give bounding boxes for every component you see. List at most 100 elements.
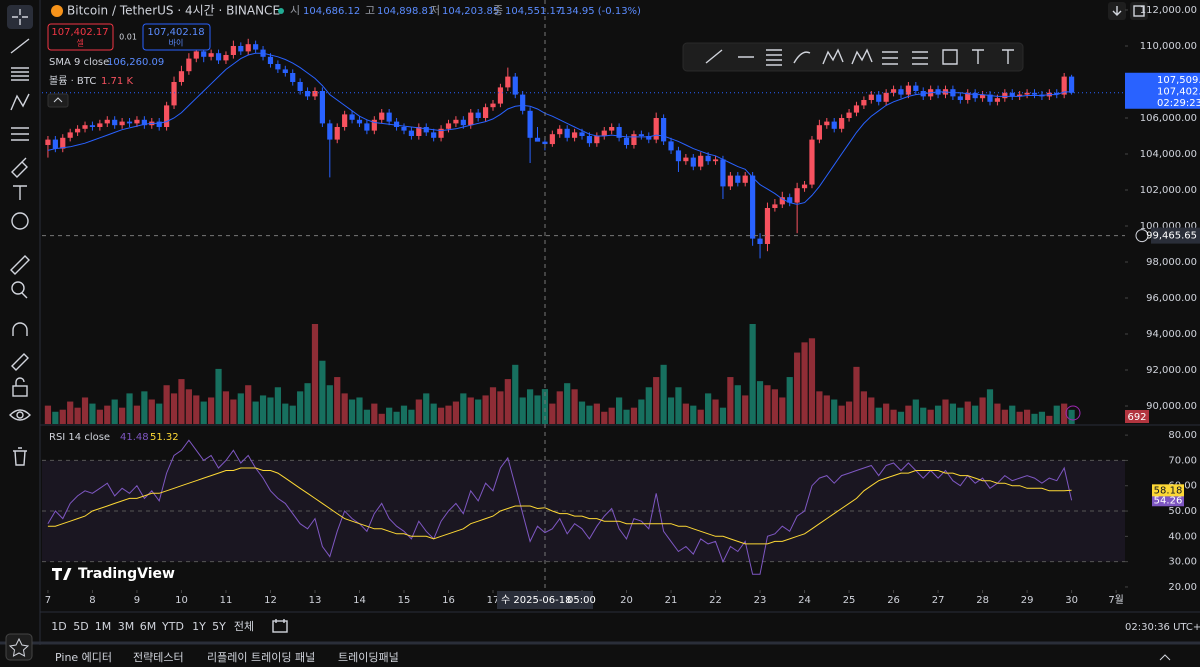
delete-tool[interactable]: [13, 447, 27, 466]
bottom-tab[interactable]: 트레이딩패널: [338, 651, 399, 664]
timeframe-button[interactable]: 6M: [140, 620, 157, 633]
sell-button[interactable]: [47, 23, 114, 51]
lock-tool[interactable]: [12, 377, 28, 397]
crosshair-clock-label: 05:00: [567, 595, 596, 606]
volume-bar: [423, 393, 430, 424]
timeframe-button[interactable]: 3M: [118, 620, 135, 633]
timeframe-button[interactable]: 5D: [73, 620, 88, 633]
candle-body: [215, 53, 222, 61]
trendline-tool[interactable]: [10, 38, 30, 54]
expand-button[interactable]: [1159, 654, 1171, 661]
volume-bar: [660, 364, 667, 424]
candle-body: [497, 87, 504, 104]
volume-bar: [526, 389, 534, 424]
volume-bar: [178, 379, 185, 424]
y-tick-label: 112,000.00: [1140, 5, 1197, 16]
volume-bar: [378, 413, 385, 424]
volume-bar: [430, 403, 437, 424]
timeframe-bar: 1D 5D 1M 3M 6M YTD 1Y 5Y 전체: [51, 620, 254, 633]
candle-body: [45, 139, 51, 145]
x-tick-label: 24: [798, 595, 811, 606]
fullscreen-button[interactable]: [1130, 2, 1148, 20]
goto-date-button[interactable]: [272, 619, 288, 633]
candle-body: [319, 90, 325, 124]
fib-tool[interactable]: [11, 67, 29, 81]
volume-bar: [756, 381, 764, 424]
timeframe-button[interactable]: 1D: [51, 620, 66, 633]
candle-body: [824, 121, 830, 126]
crosshair-tool[interactable]: [7, 5, 33, 29]
visibility-tool[interactable]: [9, 409, 31, 421]
magnet-tool[interactable]: [12, 322, 28, 336]
scroll-button[interactable]: [1108, 2, 1126, 20]
volume-bar: [460, 393, 467, 424]
candle-body: [972, 92, 978, 99]
candle-body: [586, 135, 593, 144]
timeframe-button[interactable]: 1M: [95, 620, 112, 633]
favorite-button[interactable]: [5, 633, 33, 661]
volume-bar: [445, 405, 452, 424]
crosshair-time-box: [497, 591, 593, 609]
volume-bar: [734, 385, 741, 424]
volume-bar: [890, 409, 897, 424]
buy-button[interactable]: [142, 23, 211, 51]
symbol-icon: [51, 5, 63, 17]
bottom-tab[interactable]: Pine 에디터: [55, 651, 112, 664]
candle-body: [757, 238, 763, 244]
collapse-button[interactable]: [47, 93, 69, 108]
text-tool[interactable]: [13, 185, 27, 200]
candle-body: [594, 135, 600, 144]
zoom-tool[interactable]: [11, 281, 28, 299]
candle-body: [104, 119, 110, 124]
candle-body: [60, 137, 66, 149]
volume-bar: [905, 405, 912, 424]
drawing-tools[interactable]: [705, 48, 1014, 66]
forecast-tool[interactable]: [11, 127, 29, 141]
candle-body: [668, 141, 674, 151]
y-tick-label: 70.00: [1168, 455, 1197, 466]
volume-bar: [630, 407, 638, 424]
volume-bar: [831, 399, 838, 424]
candle-body: [631, 134, 637, 145]
volume-bar: [994, 403, 1001, 424]
volume-bar: [845, 401, 853, 424]
y-tick-label: 94,000.00: [1146, 329, 1197, 340]
measure-tool[interactable]: [10, 255, 30, 275]
volume-bar: [44, 405, 52, 424]
candle-body: [178, 71, 185, 82]
alert-icon[interactable]: [1065, 405, 1081, 421]
market-status: [278, 8, 284, 14]
timeframe-button[interactable]: 5Y: [212, 620, 226, 633]
emoji-tool[interactable]: [11, 212, 29, 230]
sell-label: 셀: [76, 38, 83, 48]
candle-body: [230, 45, 236, 55]
candle-body: [297, 81, 303, 91]
volume-bar: [712, 399, 719, 424]
timeframe-button[interactable]: 전체: [234, 620, 254, 633]
candle-body: [141, 119, 147, 126]
add-alert-button[interactable]: [1135, 229, 1149, 243]
candle-body: [616, 126, 622, 138]
bottom-tab[interactable]: 리플레이 트레이딩 패널: [207, 651, 315, 664]
volume-bar: [964, 401, 971, 424]
volume-bar: [883, 403, 890, 424]
volume-bar: [1068, 409, 1075, 424]
candle-body: [186, 58, 192, 72]
lock-draw-tool[interactable]: [11, 353, 29, 371]
bottom-tab[interactable]: 전략테스터: [133, 651, 184, 664]
price-tag-label: 02:29:23: [1157, 98, 1200, 109]
volume-bar: [667, 397, 675, 424]
timeframe-button[interactable]: 1Y: [192, 620, 206, 633]
candle-body: [876, 94, 882, 102]
volume-bar: [81, 397, 89, 424]
brush-tool[interactable]: [11, 157, 28, 178]
volume-bar: [467, 397, 474, 424]
volume-bar: [363, 409, 370, 424]
pattern-tool[interactable]: [10, 93, 30, 111]
candle-body: [653, 117, 659, 140]
volume-bar: [949, 403, 957, 424]
candle-body: [393, 121, 400, 127]
candle-body: [571, 132, 578, 138]
candle-body: [549, 134, 555, 145]
timeframe-button[interactable]: YTD: [161, 620, 184, 633]
